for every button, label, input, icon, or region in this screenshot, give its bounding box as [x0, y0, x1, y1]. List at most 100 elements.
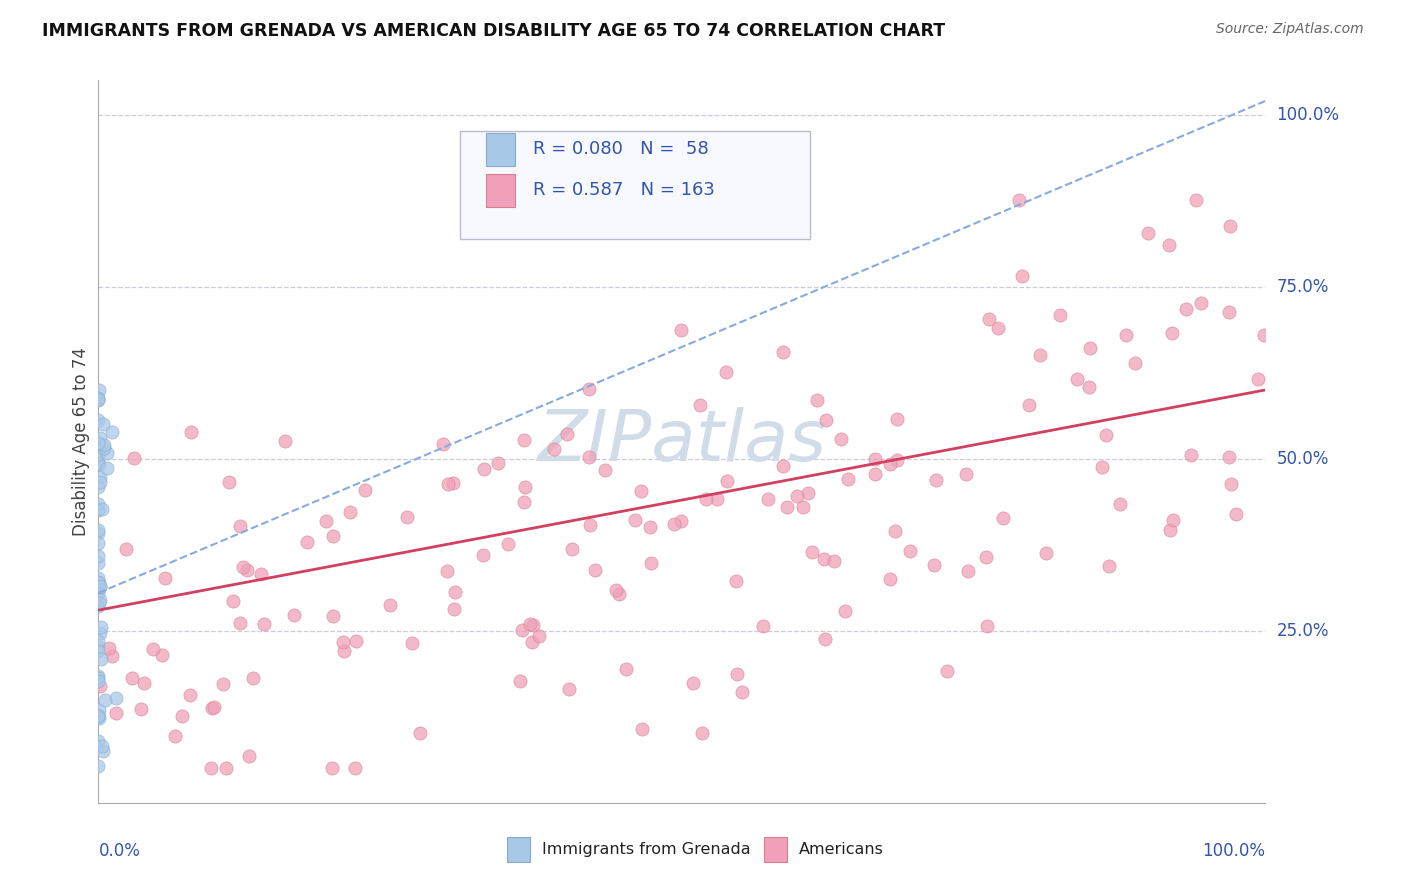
Point: [89, 580, 111, 594]
Point: [814, 632, 837, 646]
Point: [87, 557, 110, 571]
Point: [1095, 427, 1118, 442]
Point: [605, 582, 627, 597]
Point: [669, 323, 692, 337]
Point: [87, 571, 110, 585]
Point: [87, 497, 110, 511]
Point: [179, 688, 201, 702]
Point: [1098, 559, 1121, 574]
Point: [201, 700, 224, 714]
Point: [87, 574, 110, 589]
Point: [321, 761, 343, 775]
Point: [87, 458, 110, 472]
Point: [104, 706, 127, 721]
Point: [830, 432, 852, 446]
Point: [1219, 219, 1241, 234]
Point: [955, 467, 977, 481]
Point: [89, 626, 111, 640]
Point: [89, 475, 111, 490]
Point: [837, 472, 859, 486]
Point: [87, 734, 110, 748]
Point: [555, 427, 578, 442]
Text: 75.0%: 75.0%: [1277, 277, 1329, 296]
Point: [898, 544, 921, 558]
Point: [558, 681, 581, 696]
Point: [87, 436, 110, 450]
Point: [1161, 513, 1184, 527]
Point: [443, 602, 465, 616]
Point: [1159, 237, 1181, 252]
Point: [1008, 193, 1031, 207]
Point: [512, 433, 534, 447]
Point: [690, 726, 713, 740]
Point: [543, 442, 565, 456]
Point: [561, 541, 583, 556]
Point: [87, 673, 110, 688]
Point: [91, 417, 114, 431]
Point: [1225, 507, 1247, 521]
Point: [93, 693, 115, 707]
Point: [522, 618, 544, 632]
Point: [1137, 227, 1160, 241]
Point: [91, 739, 114, 753]
Point: [436, 564, 458, 578]
Point: [96, 460, 118, 475]
Point: [731, 684, 754, 698]
Point: [202, 699, 225, 714]
Point: [991, 511, 1014, 525]
Point: [87, 580, 110, 594]
Point: [87, 707, 110, 722]
Point: [165, 730, 187, 744]
Point: [98, 640, 121, 655]
Bar: [508, 837, 530, 862]
Point: [509, 673, 531, 688]
Point: [640, 556, 662, 570]
Point: [886, 452, 908, 467]
Point: [87, 503, 110, 517]
Point: [121, 671, 143, 685]
Point: [153, 571, 176, 585]
Point: [87, 449, 110, 463]
Point: [936, 665, 959, 679]
Point: [87, 456, 110, 470]
Point: [215, 761, 238, 775]
Point: [925, 473, 948, 487]
Point: [101, 425, 124, 439]
Point: [218, 475, 240, 490]
Point: [87, 549, 110, 563]
Point: [756, 491, 779, 506]
Point: [283, 608, 305, 623]
Point: [87, 634, 110, 648]
Point: [339, 505, 361, 519]
Point: [252, 617, 274, 632]
Text: IMMIGRANTS FROM GRENADA VS AMERICAN DISABILITY AGE 65 TO 74 CORRELATION CHART: IMMIGRANTS FROM GRENADA VS AMERICAN DISA…: [42, 22, 945, 40]
Point: [180, 425, 202, 439]
Point: [242, 671, 264, 685]
Point: [1011, 268, 1033, 283]
Point: [212, 677, 235, 691]
Point: [519, 617, 541, 632]
Point: [797, 485, 820, 500]
Point: [772, 345, 794, 359]
Point: [96, 446, 118, 460]
Point: [89, 711, 111, 725]
Bar: [486, 133, 515, 166]
Point: [90, 652, 112, 666]
Point: [89, 593, 111, 607]
Point: [229, 518, 252, 533]
Point: [87, 392, 110, 407]
Text: ZIPatlas: ZIPatlas: [537, 407, 827, 476]
Point: [142, 641, 165, 656]
Point: [378, 599, 401, 613]
Point: [513, 480, 536, 494]
Bar: [486, 174, 515, 207]
Point: [987, 321, 1010, 335]
Point: [129, 702, 152, 716]
Point: [578, 382, 600, 396]
Point: [1109, 497, 1132, 511]
Point: [1066, 372, 1088, 386]
Point: [974, 550, 997, 565]
Point: [93, 441, 115, 455]
Point: [806, 392, 828, 407]
Point: [724, 574, 747, 588]
